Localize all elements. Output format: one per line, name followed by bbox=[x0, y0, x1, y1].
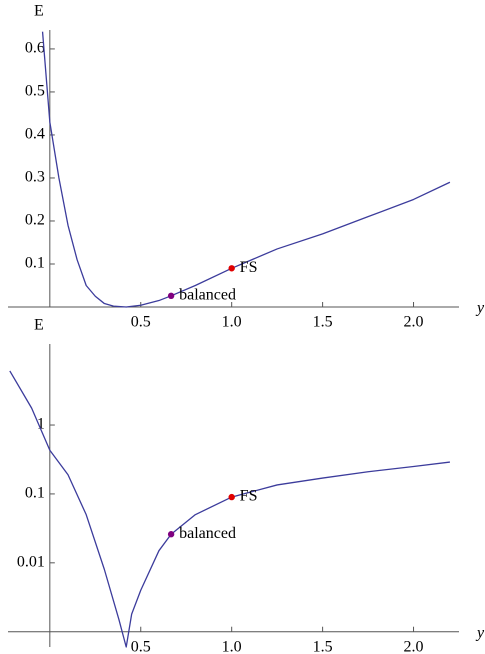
y-tick-label: 0.3 bbox=[25, 169, 45, 186]
x-tick-label: 1.0 bbox=[222, 638, 242, 654]
marker-label: FS bbox=[240, 259, 258, 276]
x-axis-label: y bbox=[475, 624, 485, 641]
x-tick-label: 2.0 bbox=[404, 314, 424, 331]
marker bbox=[167, 531, 175, 538]
marker bbox=[167, 292, 175, 300]
y-tick-label: 1 bbox=[37, 416, 45, 433]
y-tick-label: 0.5 bbox=[25, 83, 45, 100]
curve bbox=[9, 370, 450, 648]
x-tick-label: 1.0 bbox=[222, 314, 242, 331]
y-tick-label: 0.6 bbox=[25, 40, 45, 57]
y-axis-label: E bbox=[34, 317, 44, 334]
marker-label: balanced bbox=[179, 286, 236, 303]
x-axis-label: y bbox=[475, 300, 485, 317]
x-tick-label: 2.0 bbox=[404, 638, 424, 654]
marker bbox=[228, 493, 235, 501]
curve bbox=[41, 31, 451, 308]
x-tick-label: 0.5 bbox=[131, 638, 151, 654]
y-tick-label: 0.01 bbox=[17, 553, 45, 570]
y-tick-label: 0.1 bbox=[25, 255, 45, 272]
marker-label: balanced bbox=[179, 525, 236, 542]
x-tick-label: 1.5 bbox=[313, 314, 333, 331]
y-tick-label: 0.1 bbox=[25, 485, 45, 502]
marker-label: FS bbox=[240, 488, 258, 505]
x-tick-label: 0.5 bbox=[131, 314, 151, 331]
y-tick-label: 0.4 bbox=[25, 126, 45, 143]
marker bbox=[228, 265, 235, 272]
y-tick-label: 0.2 bbox=[25, 212, 45, 229]
x-tick-label: 1.5 bbox=[313, 638, 333, 654]
y-axis-label: E bbox=[34, 3, 44, 20]
